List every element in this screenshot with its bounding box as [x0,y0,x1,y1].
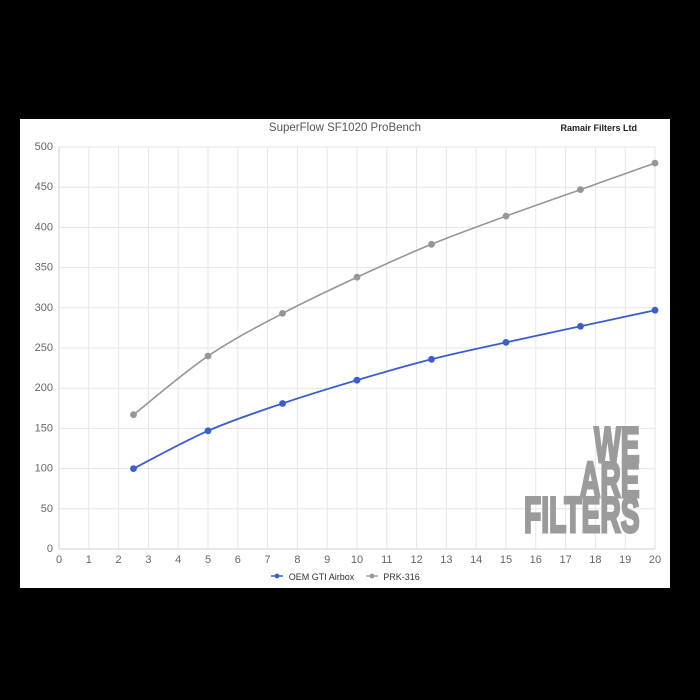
svg-text:13: 13 [440,554,452,566]
svg-text:14: 14 [470,554,482,566]
svg-text:0: 0 [47,543,53,555]
svg-text:400: 400 [35,221,53,233]
svg-text:7: 7 [265,554,271,566]
svg-text:5: 5 [205,554,211,566]
svg-text:10: 10 [351,554,363,566]
svg-text:200: 200 [35,382,53,394]
svg-text:20: 20 [649,554,661,566]
svg-text:1: 1 [86,554,92,566]
svg-text:19: 19 [619,554,631,566]
svg-text:300: 300 [35,302,53,314]
svg-text:4: 4 [175,554,181,566]
svg-text:50: 50 [41,503,53,515]
svg-text:150: 150 [35,422,53,434]
svg-text:450: 450 [35,181,53,193]
svg-text:0: 0 [56,554,62,566]
svg-text:100: 100 [35,463,53,475]
svg-text:8: 8 [294,554,300,566]
svg-text:250: 250 [35,342,53,354]
svg-text:17: 17 [559,554,571,566]
svg-text:11: 11 [381,554,392,566]
svg-text:3: 3 [145,554,151,566]
svg-text:16: 16 [530,554,542,566]
svg-text:2: 2 [116,554,122,566]
svg-text:6: 6 [235,554,241,566]
svg-text:15: 15 [500,554,512,566]
svg-text:9: 9 [324,554,330,566]
svg-text:18: 18 [589,554,601,566]
svg-text:500: 500 [35,141,53,153]
svg-text:350: 350 [35,262,53,274]
svg-text:12: 12 [410,554,422,566]
